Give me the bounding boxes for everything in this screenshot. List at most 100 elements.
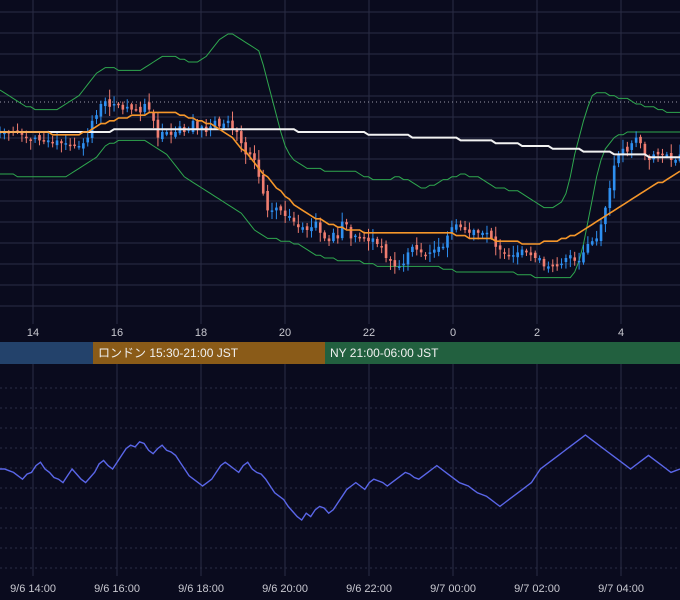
candle-body: [147, 102, 151, 110]
candle-body: [209, 126, 212, 130]
candle-body: [108, 99, 111, 107]
candle-body: [415, 244, 419, 250]
time-axis-tick: 9/7 02:00: [514, 583, 560, 595]
candle-body: [266, 190, 269, 211]
time-axis-tick: 9/6 20:00: [262, 583, 308, 595]
time-axis-tick: 9/6 22:00: [346, 583, 392, 595]
candle-body: [275, 207, 278, 211]
candle-body: [340, 221, 344, 239]
candle-body: [244, 142, 247, 155]
candle-body: [323, 232, 326, 239]
candle-body: [248, 152, 252, 155]
session-segment: [0, 342, 93, 364]
candle-body: [397, 266, 401, 268]
candle-body: [103, 101, 107, 107]
candle-body: [130, 104, 133, 110]
candle-body: [656, 151, 660, 155]
candle-body: [270, 210, 274, 212]
time-axis-tick: 20: [278, 327, 292, 339]
candle-body: [393, 260, 397, 267]
candle-body: [590, 241, 594, 245]
candle-body: [362, 237, 366, 239]
candle-body: [617, 154, 620, 164]
candle-body: [29, 139, 33, 141]
candle-body: [411, 246, 414, 253]
time-axis-tick: 2: [533, 327, 541, 339]
candle-body: [213, 120, 217, 128]
candle-body: [99, 104, 103, 117]
moving-average-short: [0, 111, 680, 245]
candle-body: [288, 216, 291, 218]
candle-body: [643, 143, 647, 155]
moving-average-long: [0, 128, 680, 159]
candle-body: [481, 232, 484, 236]
candle-body: [165, 132, 169, 135]
candle-body: [371, 238, 375, 242]
candle-body: [547, 266, 550, 269]
candle-body: [630, 143, 634, 150]
candle-body: [218, 118, 221, 127]
candle-body: [476, 230, 480, 233]
candle-body: [402, 263, 405, 266]
candle-body: [86, 137, 90, 143]
candle-body: [33, 137, 37, 140]
candle-body: [239, 131, 243, 144]
candle-body: [389, 259, 392, 261]
candle-body: [68, 144, 72, 147]
candle-body: [226, 120, 230, 124]
candle-body: [349, 227, 353, 239]
candle-body: [595, 238, 598, 242]
candle-body: [191, 120, 195, 132]
candle-body: [498, 245, 502, 250]
candle-body: [406, 252, 410, 265]
candle-body: [507, 254, 511, 257]
candle-body: [55, 140, 59, 146]
candle-body: [634, 137, 638, 143]
candle-body: [674, 160, 677, 163]
candle-body: [529, 252, 533, 256]
candle-body: [516, 252, 519, 258]
candle-body: [463, 227, 467, 230]
market-session-bar: ロンドン 15:30-21:00 JST NY 21:00-06:00 JST: [0, 342, 680, 364]
time-axis-tick: 9/6 16:00: [94, 583, 140, 595]
candle-body: [384, 244, 388, 258]
candle-body: [77, 146, 81, 148]
candle-body: [621, 148, 625, 156]
candle-body: [143, 104, 147, 112]
candle-body: [437, 246, 441, 252]
candle-body: [560, 263, 563, 266]
candle-body: [551, 264, 555, 267]
candle-body: [490, 230, 493, 239]
candle-body: [639, 136, 642, 144]
candle-body: [454, 224, 458, 230]
candle-body: [231, 120, 234, 130]
candle-body: [608, 188, 612, 208]
candle-body: [82, 143, 85, 149]
candle-body: [112, 104, 116, 106]
candle-body: [261, 174, 265, 194]
candle-body: [577, 260, 581, 263]
candle-body: [332, 232, 335, 242]
candle-body: [511, 255, 515, 257]
candle-body: [424, 254, 427, 257]
candle-body: [305, 226, 309, 230]
candle-body: [3, 132, 6, 135]
candle-body: [433, 249, 436, 253]
candle-body: [95, 115, 98, 119]
candle-body: [283, 210, 287, 216]
oscillator-chart: [0, 364, 680, 576]
candle-body: [292, 217, 296, 222]
time-axis-bottom: 9/6 14:00 9/6 16:00 9/6 18:00 9/6 20:00 9/6 …: [0, 576, 680, 600]
candle-body: [612, 165, 616, 191]
candle-body: [161, 132, 164, 140]
candle-body: [117, 103, 120, 106]
candle-body: [533, 252, 537, 258]
candle-body: [25, 136, 28, 139]
candle-body: [64, 143, 68, 145]
candle-body: [367, 237, 370, 242]
candle-body: [468, 229, 471, 233]
candle-body: [327, 238, 331, 242]
candle-body: [73, 144, 76, 147]
time-axis-tick: 14: [26, 327, 40, 339]
candle-body: [626, 146, 629, 152]
